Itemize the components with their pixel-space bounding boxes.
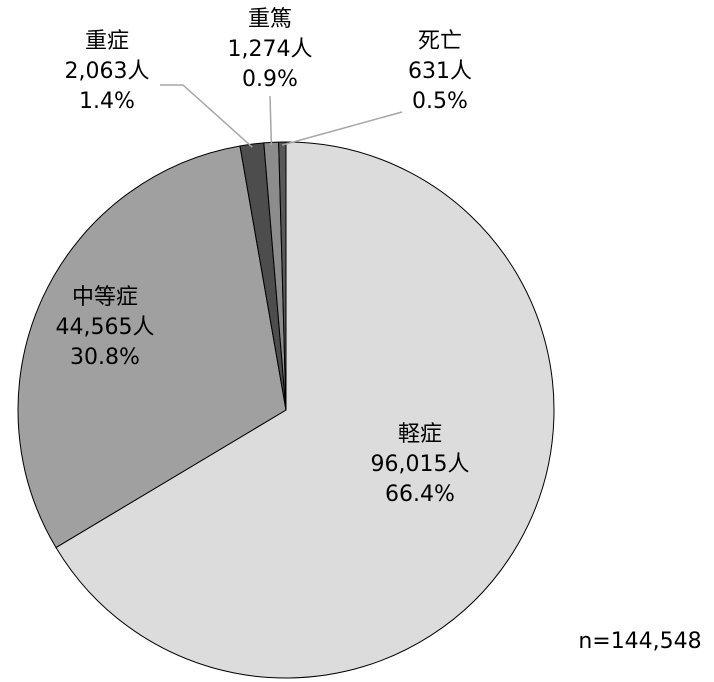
slice-percent: 0.9% xyxy=(242,67,298,92)
slice-name: 軽症 xyxy=(398,422,442,447)
slice-name: 重症 xyxy=(85,29,129,54)
sample-size: n=144,548 xyxy=(578,629,701,654)
slice-count: 631人 xyxy=(408,59,472,84)
pie-slice xyxy=(278,141,287,411)
slice-count: 1,274人 xyxy=(228,37,313,62)
pie-slice xyxy=(17,145,287,549)
slice-percent: 30.8% xyxy=(70,345,140,370)
slice-count: 96,015人 xyxy=(371,452,470,477)
slice-percent: 66.4% xyxy=(385,482,455,507)
slice-name: 死亡 xyxy=(418,29,462,54)
slice-name: 重篤 xyxy=(248,7,292,32)
leader-line xyxy=(282,111,403,146)
slice-percent: 0.5% xyxy=(412,89,468,114)
slice-percent: 1.4% xyxy=(79,89,135,114)
slice-count: 44,565人 xyxy=(56,315,155,340)
leader-line xyxy=(160,84,253,148)
leader-line xyxy=(269,95,273,146)
pie-slice xyxy=(55,141,555,679)
slice-count: 2,063人 xyxy=(65,59,150,84)
slice-name: 中等症 xyxy=(72,285,138,310)
